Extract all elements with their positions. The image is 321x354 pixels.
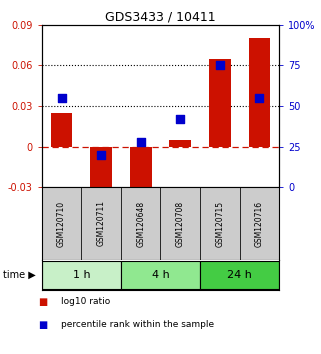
- Bar: [51, 113, 73, 147]
- Point: [257, 95, 262, 101]
- Bar: [169, 140, 191, 147]
- Bar: [160, 187, 200, 259]
- Bar: [42, 261, 121, 289]
- Bar: [42, 187, 81, 259]
- Bar: [240, 187, 279, 259]
- Bar: [209, 59, 231, 147]
- Bar: [130, 147, 152, 198]
- Text: 4 h: 4 h: [152, 270, 169, 280]
- Text: GSM120708: GSM120708: [176, 200, 185, 246]
- Text: GSM120715: GSM120715: [215, 200, 224, 246]
- Text: GSM120716: GSM120716: [255, 200, 264, 246]
- Text: time ▶: time ▶: [3, 270, 36, 280]
- Bar: [121, 187, 160, 259]
- Text: ■: ■: [39, 297, 48, 307]
- Text: ■: ■: [39, 320, 48, 330]
- Text: GSM120710: GSM120710: [57, 200, 66, 246]
- Bar: [200, 261, 279, 289]
- Text: 24 h: 24 h: [227, 270, 252, 280]
- Point: [138, 139, 143, 145]
- Text: percentile rank within the sample: percentile rank within the sample: [61, 320, 214, 329]
- Bar: [90, 147, 112, 194]
- Bar: [121, 261, 200, 289]
- Bar: [200, 187, 240, 259]
- Bar: [81, 187, 121, 259]
- Text: GSM120711: GSM120711: [97, 200, 106, 246]
- Text: 1 h: 1 h: [73, 270, 90, 280]
- Point: [99, 152, 104, 158]
- Point: [59, 95, 64, 101]
- Point: [178, 116, 183, 122]
- Text: GSM120648: GSM120648: [136, 200, 145, 246]
- Title: GDS3433 / 10411: GDS3433 / 10411: [105, 11, 216, 24]
- Bar: [248, 38, 270, 147]
- Text: log10 ratio: log10 ratio: [61, 297, 110, 306]
- Point: [217, 63, 222, 68]
